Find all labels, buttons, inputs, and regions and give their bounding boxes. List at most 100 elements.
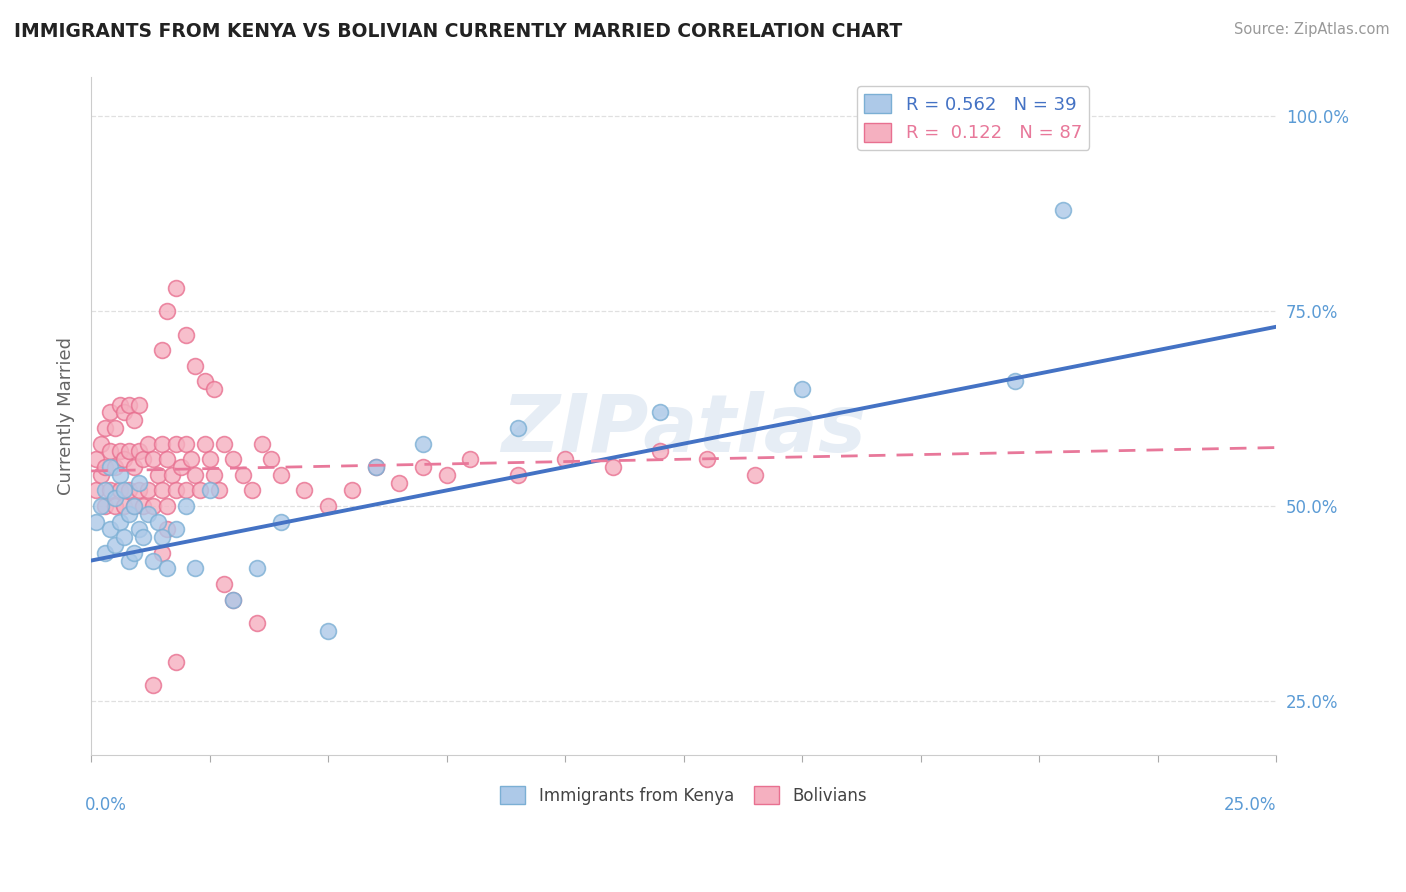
Point <box>108 398 131 412</box>
Point <box>270 515 292 529</box>
Point <box>150 546 173 560</box>
Point <box>294 483 316 498</box>
Point <box>94 546 117 560</box>
Point <box>122 499 145 513</box>
Point <box>118 398 141 412</box>
Point <box>108 515 131 529</box>
Point <box>146 515 169 529</box>
Point <box>388 475 411 490</box>
Point <box>364 460 387 475</box>
Point <box>142 452 165 467</box>
Point <box>142 678 165 692</box>
Point <box>118 483 141 498</box>
Point <box>122 460 145 475</box>
Point <box>412 436 434 450</box>
Point <box>232 467 254 482</box>
Point <box>160 467 183 482</box>
Point <box>174 483 197 498</box>
Point <box>142 553 165 567</box>
Point <box>98 444 121 458</box>
Point <box>246 561 269 575</box>
Point <box>112 405 135 419</box>
Point <box>108 483 131 498</box>
Point <box>132 452 155 467</box>
Point <box>174 327 197 342</box>
Point <box>316 499 339 513</box>
Text: IMMIGRANTS FROM KENYA VS BOLIVIAN CURRENTLY MARRIED CORRELATION CHART: IMMIGRANTS FROM KENYA VS BOLIVIAN CURREN… <box>14 22 903 41</box>
Point <box>602 460 624 475</box>
Point <box>98 522 121 536</box>
Point <box>222 452 245 467</box>
Y-axis label: Currently Married: Currently Married <box>58 337 75 495</box>
Point <box>412 460 434 475</box>
Point <box>166 436 188 450</box>
Point <box>118 507 141 521</box>
Point <box>174 436 197 450</box>
Point <box>250 436 273 450</box>
Point <box>170 460 193 475</box>
Point <box>98 405 121 419</box>
Point <box>104 499 127 513</box>
Point <box>150 436 173 450</box>
Point <box>150 483 173 498</box>
Point <box>364 460 387 475</box>
Point <box>150 343 173 358</box>
Point <box>194 436 217 450</box>
Point <box>180 452 202 467</box>
Point <box>166 655 188 669</box>
Point <box>436 467 458 482</box>
Point <box>146 467 169 482</box>
Point <box>94 460 117 475</box>
Point <box>790 382 813 396</box>
Point <box>108 467 131 482</box>
Point <box>340 483 363 498</box>
Point <box>122 499 145 513</box>
Point <box>118 444 141 458</box>
Point <box>104 460 127 475</box>
Point <box>104 538 127 552</box>
Point <box>94 421 117 435</box>
Point <box>122 413 145 427</box>
Point <box>118 553 141 567</box>
Point <box>132 499 155 513</box>
Point <box>98 483 121 498</box>
Point <box>94 499 117 513</box>
Point <box>90 436 112 450</box>
Point <box>90 499 112 513</box>
Point <box>554 452 576 467</box>
Point <box>222 592 245 607</box>
Point <box>128 475 150 490</box>
Point <box>166 483 188 498</box>
Point <box>174 499 197 513</box>
Point <box>246 615 269 630</box>
Point <box>128 522 150 536</box>
Point <box>156 522 179 536</box>
Point <box>112 452 135 467</box>
Point <box>316 624 339 638</box>
Point <box>260 452 283 467</box>
Point <box>84 452 107 467</box>
Point <box>112 530 135 544</box>
Point <box>222 592 245 607</box>
Point <box>94 483 117 498</box>
Point <box>142 499 165 513</box>
Point <box>202 467 225 482</box>
Point <box>104 491 127 506</box>
Point <box>202 382 225 396</box>
Point <box>112 499 135 513</box>
Point <box>184 467 207 482</box>
Point <box>240 483 263 498</box>
Point <box>104 421 127 435</box>
Point <box>1052 202 1074 217</box>
Point <box>212 436 235 450</box>
Point <box>156 499 179 513</box>
Point <box>188 483 211 498</box>
Point <box>744 467 766 482</box>
Point <box>198 483 221 498</box>
Point <box>136 507 159 521</box>
Point <box>156 304 179 318</box>
Point <box>184 561 207 575</box>
Point <box>128 483 150 498</box>
Point <box>108 444 131 458</box>
Point <box>128 444 150 458</box>
